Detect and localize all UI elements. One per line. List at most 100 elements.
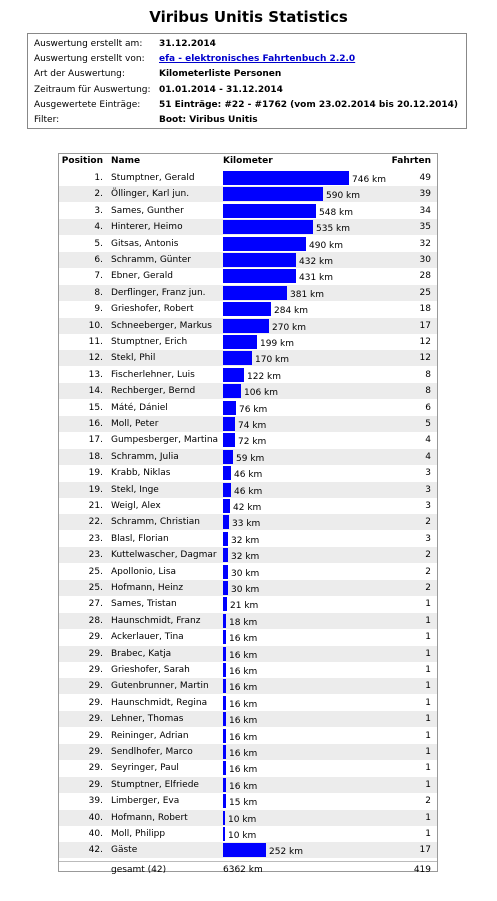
row-position: 21. xyxy=(88,501,103,511)
km-bar xyxy=(223,220,313,235)
row-trips: 3 xyxy=(425,468,431,479)
km-bar xyxy=(223,564,228,579)
table-row: 28. Haunschmidt, Franz 18 km 1 xyxy=(59,612,437,629)
km-bar xyxy=(223,581,228,595)
row-name: Hofmann, Robert xyxy=(111,812,188,823)
info-value: Kilometerliste Personen xyxy=(159,69,282,80)
row-name: Kuttelwascher, Dagmar xyxy=(111,550,217,561)
total-row: gesamt (42) 6362 km 419 xyxy=(59,860,437,878)
km-bar xyxy=(223,203,316,218)
table-row: 29. Reininger, Adrian 16 km 1 xyxy=(59,728,437,744)
row-name: Hofmann, Heinz xyxy=(111,583,184,593)
row-trips: 1 xyxy=(425,648,431,659)
table-row: 13. Fischerlehner, Luis 122 km 8 xyxy=(59,367,437,383)
km-bar xyxy=(223,335,257,349)
row-position: 25. xyxy=(88,583,103,593)
table-row: 10. Schneeberger, Markus 270 km 17 xyxy=(59,317,437,334)
row-position: 29. xyxy=(88,779,103,790)
table-row: 17. Gumpesberger, Martina 72 km 4 xyxy=(59,432,437,448)
km-value: 16 km xyxy=(229,634,258,645)
row-trips: 34 xyxy=(419,205,431,216)
row-trips: 32 xyxy=(419,238,431,249)
row-position: 4. xyxy=(94,222,103,233)
info-label: Ausgewertete Einträge: xyxy=(34,99,141,110)
km-bar xyxy=(223,384,241,399)
table-row: 27. Sames, Tristan 21 km 1 xyxy=(59,596,437,612)
info-row: Ausgewertete Einträge: 51 Einträge: #22 -… xyxy=(34,98,458,113)
table-row: 42. Gäste 252 km 17 xyxy=(59,842,437,859)
row-trips: 3 xyxy=(425,533,431,544)
km-value: 16 km xyxy=(229,749,258,759)
km-value: 30 km xyxy=(231,585,260,595)
km-value: 16 km xyxy=(229,732,258,743)
table-row: 40. Hofmann, Robert 10 km 1 xyxy=(59,809,437,826)
table-row: 29. Brabec, Katja 16 km 1 xyxy=(59,645,437,662)
info-value: Boot: Viribus Unitis xyxy=(159,115,258,125)
km-bar xyxy=(223,679,226,694)
row-trips: 1 xyxy=(425,615,431,626)
row-name: Stumptner, Elfriede xyxy=(111,779,199,790)
table-row: 29. Stumptner, Elfriede 16 km 1 xyxy=(59,776,437,793)
row-trips: 4 xyxy=(425,435,431,446)
row-position: 16. xyxy=(88,419,103,429)
table-row: 1. Stumptner, Gerald 746 km 49 xyxy=(59,170,437,186)
table-row: 3. Sames, Gunther 548 km 34 xyxy=(59,203,437,219)
row-position: 7. xyxy=(94,271,103,282)
table-row: 40. Moll, Philipp 10 km 1 xyxy=(59,826,437,842)
row-position: 29. xyxy=(88,747,103,757)
table-row: 4. Hinterer, Heimo 535 km 35 xyxy=(59,219,437,236)
header-trips: Fahrten xyxy=(391,156,431,166)
row-position: 1. xyxy=(94,173,103,183)
table-row: 2. Öllinger, Karl jun. 590 km 39 xyxy=(59,186,437,203)
table-row: 6. Schramm, Günter 432 km 30 xyxy=(59,252,437,268)
row-name: Schramm, Christian xyxy=(111,517,200,528)
kilometer-table: Position Name Kilometer Fahrten 1. Stumpt… xyxy=(58,153,438,875)
row-trips: 6 xyxy=(425,402,431,413)
row-position: 19. xyxy=(88,468,103,479)
row-name: Gumpesberger, Martina xyxy=(111,435,219,446)
row-position: 10. xyxy=(88,320,103,331)
table-row: 11. Stumptner, Erich 199 km 12 xyxy=(59,334,437,350)
row-name: Brabec, Katja xyxy=(111,648,172,659)
row-position: 29. xyxy=(88,665,103,675)
info-label: Art der Auswertung: xyxy=(34,69,125,80)
table-row: 9. Grieshofer, Robert 284 km 18 xyxy=(59,301,437,317)
row-name: Moll, Philipp xyxy=(111,829,166,839)
row-position: 29. xyxy=(88,697,103,708)
km-value: 21 km xyxy=(230,601,259,612)
info-row: Auswertung erstellt von: efa - elektronis… xyxy=(34,52,355,67)
km-value: 10 km xyxy=(228,831,257,841)
table-row: 29. Gutenbrunner, Martin 16 km 1 xyxy=(59,678,437,695)
row-trips: 35 xyxy=(419,222,431,233)
row-position: 6. xyxy=(94,255,103,265)
row-name: Sames, Gunther xyxy=(111,205,184,216)
info-row: Filter: Boot: Viribus Unitis xyxy=(34,113,258,128)
row-name: Hinterer, Heimo xyxy=(111,222,183,233)
row-name: Stekl, Phil xyxy=(111,353,156,364)
km-value: 46 km xyxy=(234,470,263,481)
row-position: 23. xyxy=(88,550,103,561)
row-trips: 1 xyxy=(425,632,431,643)
km-value: 32 km xyxy=(231,552,260,563)
table-row: 16. Moll, Peter 74 km 5 xyxy=(59,416,437,432)
table-header: Position Name Kilometer Fahrten xyxy=(59,154,437,168)
info-label: Zeitraum für Auswertung: xyxy=(34,84,151,95)
row-position: 17. xyxy=(88,435,103,446)
km-value: 30 km xyxy=(231,568,260,579)
row-position: 8. xyxy=(94,287,103,298)
table-row: 29. Sendlhofer, Marco 16 km 1 xyxy=(59,744,437,760)
table-row: 29. Grieshofer, Sarah 16 km 1 xyxy=(59,662,437,678)
header-name: Name xyxy=(111,156,141,166)
info-value: efa - elektronisches Fahrtenbuch 2.2.0 xyxy=(159,54,355,64)
row-name: Máté, Dániel xyxy=(111,402,168,413)
table-row: 21. Weigl, Alex 42 km 3 xyxy=(59,498,437,514)
efa-link[interactable]: efa - elektronisches Fahrtenbuch 2.2.0 xyxy=(159,54,356,65)
row-position: 19. xyxy=(88,484,103,495)
row-position: 25. xyxy=(88,566,103,577)
row-name: Apollonio, Lisa xyxy=(111,566,177,577)
row-name: Seyringer, Paul xyxy=(111,763,179,774)
info-label: Filter: xyxy=(34,115,60,125)
row-position: 12. xyxy=(88,353,103,364)
row-position: 2. xyxy=(94,189,103,200)
km-bar xyxy=(223,728,226,743)
